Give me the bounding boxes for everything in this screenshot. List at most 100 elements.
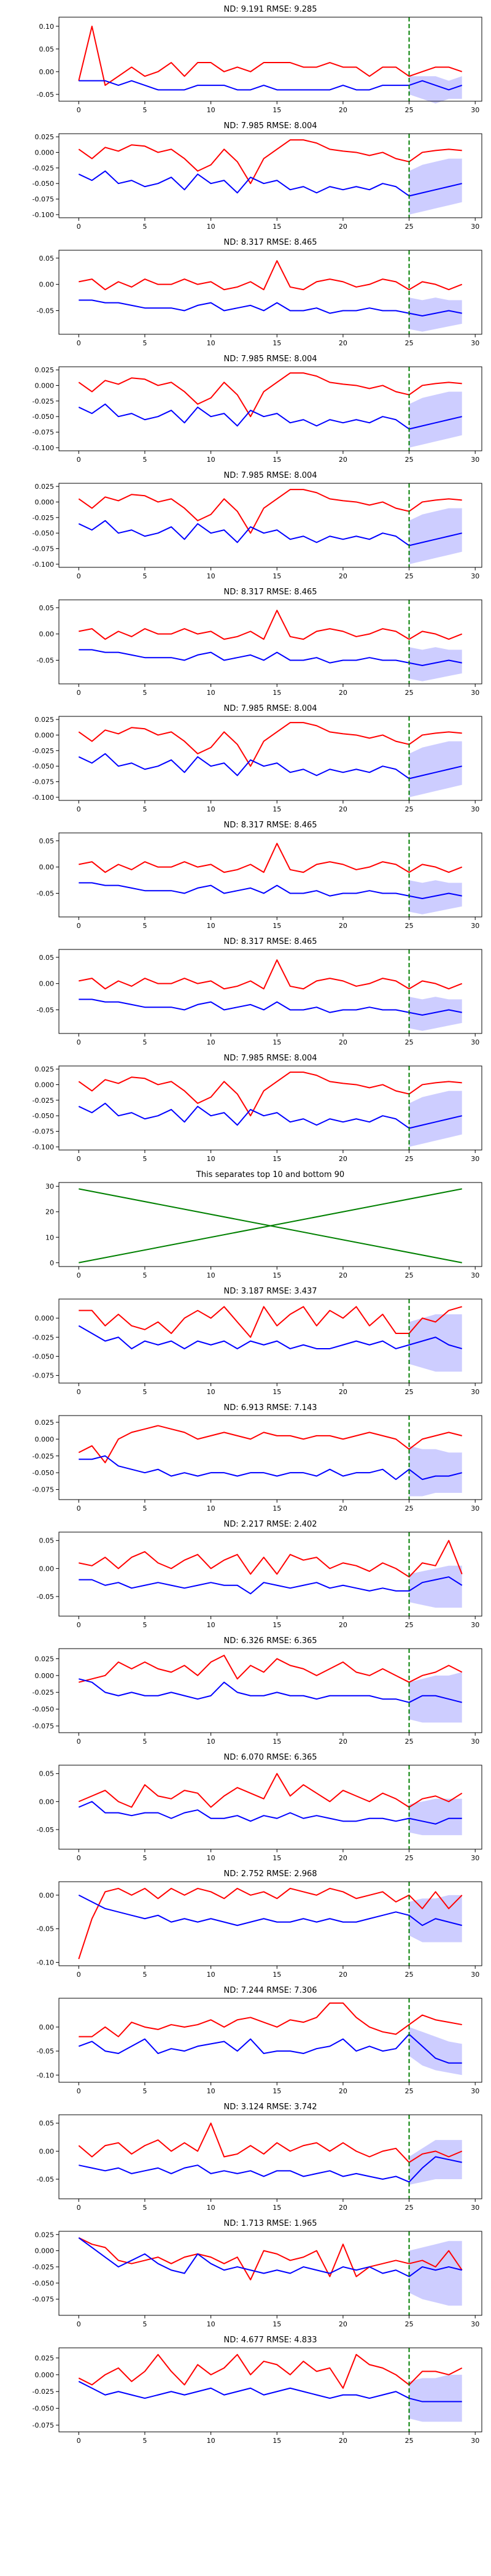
x-tick-label: 10 (207, 2087, 215, 2095)
y-tick-label: 0.00 (39, 864, 55, 872)
series-red-line (78, 489, 462, 534)
series-blue-line (79, 80, 463, 91)
x-tick-label: 20 (339, 1271, 347, 1279)
x-tick-label: 20 (339, 2087, 347, 2095)
x-tick-label: 20 (339, 805, 347, 813)
series-red-line (78, 2122, 463, 2163)
x-tick-label: 25 (405, 689, 414, 697)
series-red-line (78, 1425, 462, 1463)
y-tick-label: -0.025 (33, 164, 54, 172)
y-tick-label: -0.075 (33, 1128, 54, 1136)
y-tick-label: -0.025 (33, 1097, 54, 1105)
y-tick-label: 0.000 (35, 731, 55, 739)
y-tick-label: -0.025 (33, 2388, 54, 2396)
x-tick-label: 0 (77, 922, 81, 930)
x-tick-label: 0 (77, 339, 81, 347)
chart-title: This separates top 10 and bottom 90 (196, 1170, 344, 1179)
y-tick-label: -0.050 (33, 1469, 54, 1477)
x-tick-label: 20 (339, 2437, 347, 2445)
x-tick-label: 25 (405, 572, 414, 580)
series-red-line (79, 1306, 462, 1338)
x-tick-label: 5 (142, 922, 147, 930)
x-tick-label: 15 (273, 1738, 281, 1746)
axes-frame (58, 2114, 482, 2199)
chart-panel-11: ND: 3.187 RMSE: 3.437 0.000 -0.025 -0.050 -0… (33, 1287, 482, 1396)
confidence-band (409, 2241, 462, 2306)
x-tick-label: 20 (339, 572, 347, 580)
y-tick-label: 0.05 (39, 1537, 55, 1545)
confidence-band (409, 2374, 462, 2422)
x-tick-label: 30 (471, 2087, 479, 2095)
x-tick-label: 30 (471, 1038, 479, 1046)
chart-panel-5: ND: 8.317 RMSE: 8.465 0.05 0.00 -0.05 0 5 10 15… (37, 588, 482, 697)
x-tick-label: 5 (142, 689, 147, 697)
y-tick-label: 0.05 (39, 604, 55, 612)
y-tick-label: -0.100 (33, 561, 54, 569)
series-blue-line (78, 1102, 462, 1129)
x-tick-label: 10 (207, 689, 215, 697)
y-tick-label: 0.05 (39, 255, 55, 263)
x-tick-label: 30 (471, 1854, 479, 1862)
x-tick-label: 20 (339, 1854, 347, 1862)
axes-frame (58, 1182, 482, 1267)
x-tick-label: 30 (471, 223, 479, 231)
y-tick-label: 0.000 (35, 498, 55, 506)
plot-area (78, 1066, 462, 1150)
x-tick-label: 15 (273, 1621, 281, 1629)
x-tick-label: 0 (77, 1155, 81, 1163)
chart-title: ND: 6.913 RMSE: 7.143 (223, 1403, 317, 1413)
x-tick-label: 10 (207, 339, 215, 347)
x-tick-label: 0 (77, 2087, 81, 2095)
chart-panel-15: ND: 6.070 RMSE: 6.365 0.05 0.00 -0.05 0 5 10 15… (37, 1753, 482, 1862)
x-tick-label: 30 (471, 572, 479, 580)
y-tick-label: -0.05 (37, 889, 54, 897)
chart-title: ND: 4.677 RMSE: 4.833 (223, 2336, 317, 2345)
x-tick-label: 30 (471, 2204, 479, 2212)
chart-title: ND: 2.217 RMSE: 2.402 (223, 1520, 317, 1529)
x-tick-label: 0 (77, 805, 81, 813)
x-tick-label: 5 (142, 1621, 147, 1629)
confidence-band (409, 741, 462, 797)
x-tick-label: 30 (471, 456, 479, 464)
series-red-line (79, 959, 463, 990)
axes-frame (58, 1065, 482, 1151)
y-tick-label: -0.075 (33, 196, 54, 204)
x-tick-label: 5 (142, 2320, 147, 2328)
series-blue-line (78, 1895, 462, 1926)
x-tick-label: 25 (405, 456, 414, 464)
series-blue-line (79, 1455, 462, 1481)
x-tick-label: 25 (405, 1971, 414, 1979)
y-tick-label: -0.05 (37, 1593, 54, 1601)
x-tick-label: 0 (77, 1505, 81, 1512)
x-tick-label: 0 (77, 1038, 81, 1046)
x-tick-label: 15 (273, 106, 281, 114)
chart-title: ND: 7.985 RMSE: 8.004 (223, 704, 317, 713)
series-blue-line (79, 299, 462, 317)
axes-frame (58, 133, 482, 218)
confidence-band (409, 997, 462, 1031)
confidence-band (409, 2026, 462, 2076)
y-tick-label: -0.05 (37, 91, 54, 99)
x-tick-label: 5 (142, 339, 147, 347)
y-tick-label: -0.075 (33, 2421, 54, 2429)
x-tick-label: 5 (142, 572, 147, 580)
series-red-line (79, 843, 463, 873)
y-tick-label: 0.05 (39, 837, 55, 845)
chart-title: ND: 8.317 RMSE: 8.465 (223, 937, 317, 946)
plot-area (79, 1649, 463, 1733)
x-tick-label: 20 (339, 106, 347, 114)
y-tick-label: 0.025 (35, 133, 55, 141)
y-tick-label: -0.05 (37, 656, 54, 664)
series-red-line (78, 1071, 462, 1117)
y-tick-label: 0.000 (35, 2247, 55, 2255)
x-tick-label: 10 (207, 1155, 215, 1163)
y-tick-label: -0.050 (33, 2405, 54, 2413)
series-red-line (78, 1773, 463, 1808)
plot-area (78, 2348, 463, 2432)
series-red-line (78, 722, 462, 767)
y-tick-label: -0.025 (33, 1333, 54, 1341)
y-tick-label: 0.000 (35, 1435, 55, 1443)
series-red-line (78, 372, 462, 418)
y-tick-label: -0.025 (33, 514, 54, 522)
confidence-band (409, 880, 462, 914)
